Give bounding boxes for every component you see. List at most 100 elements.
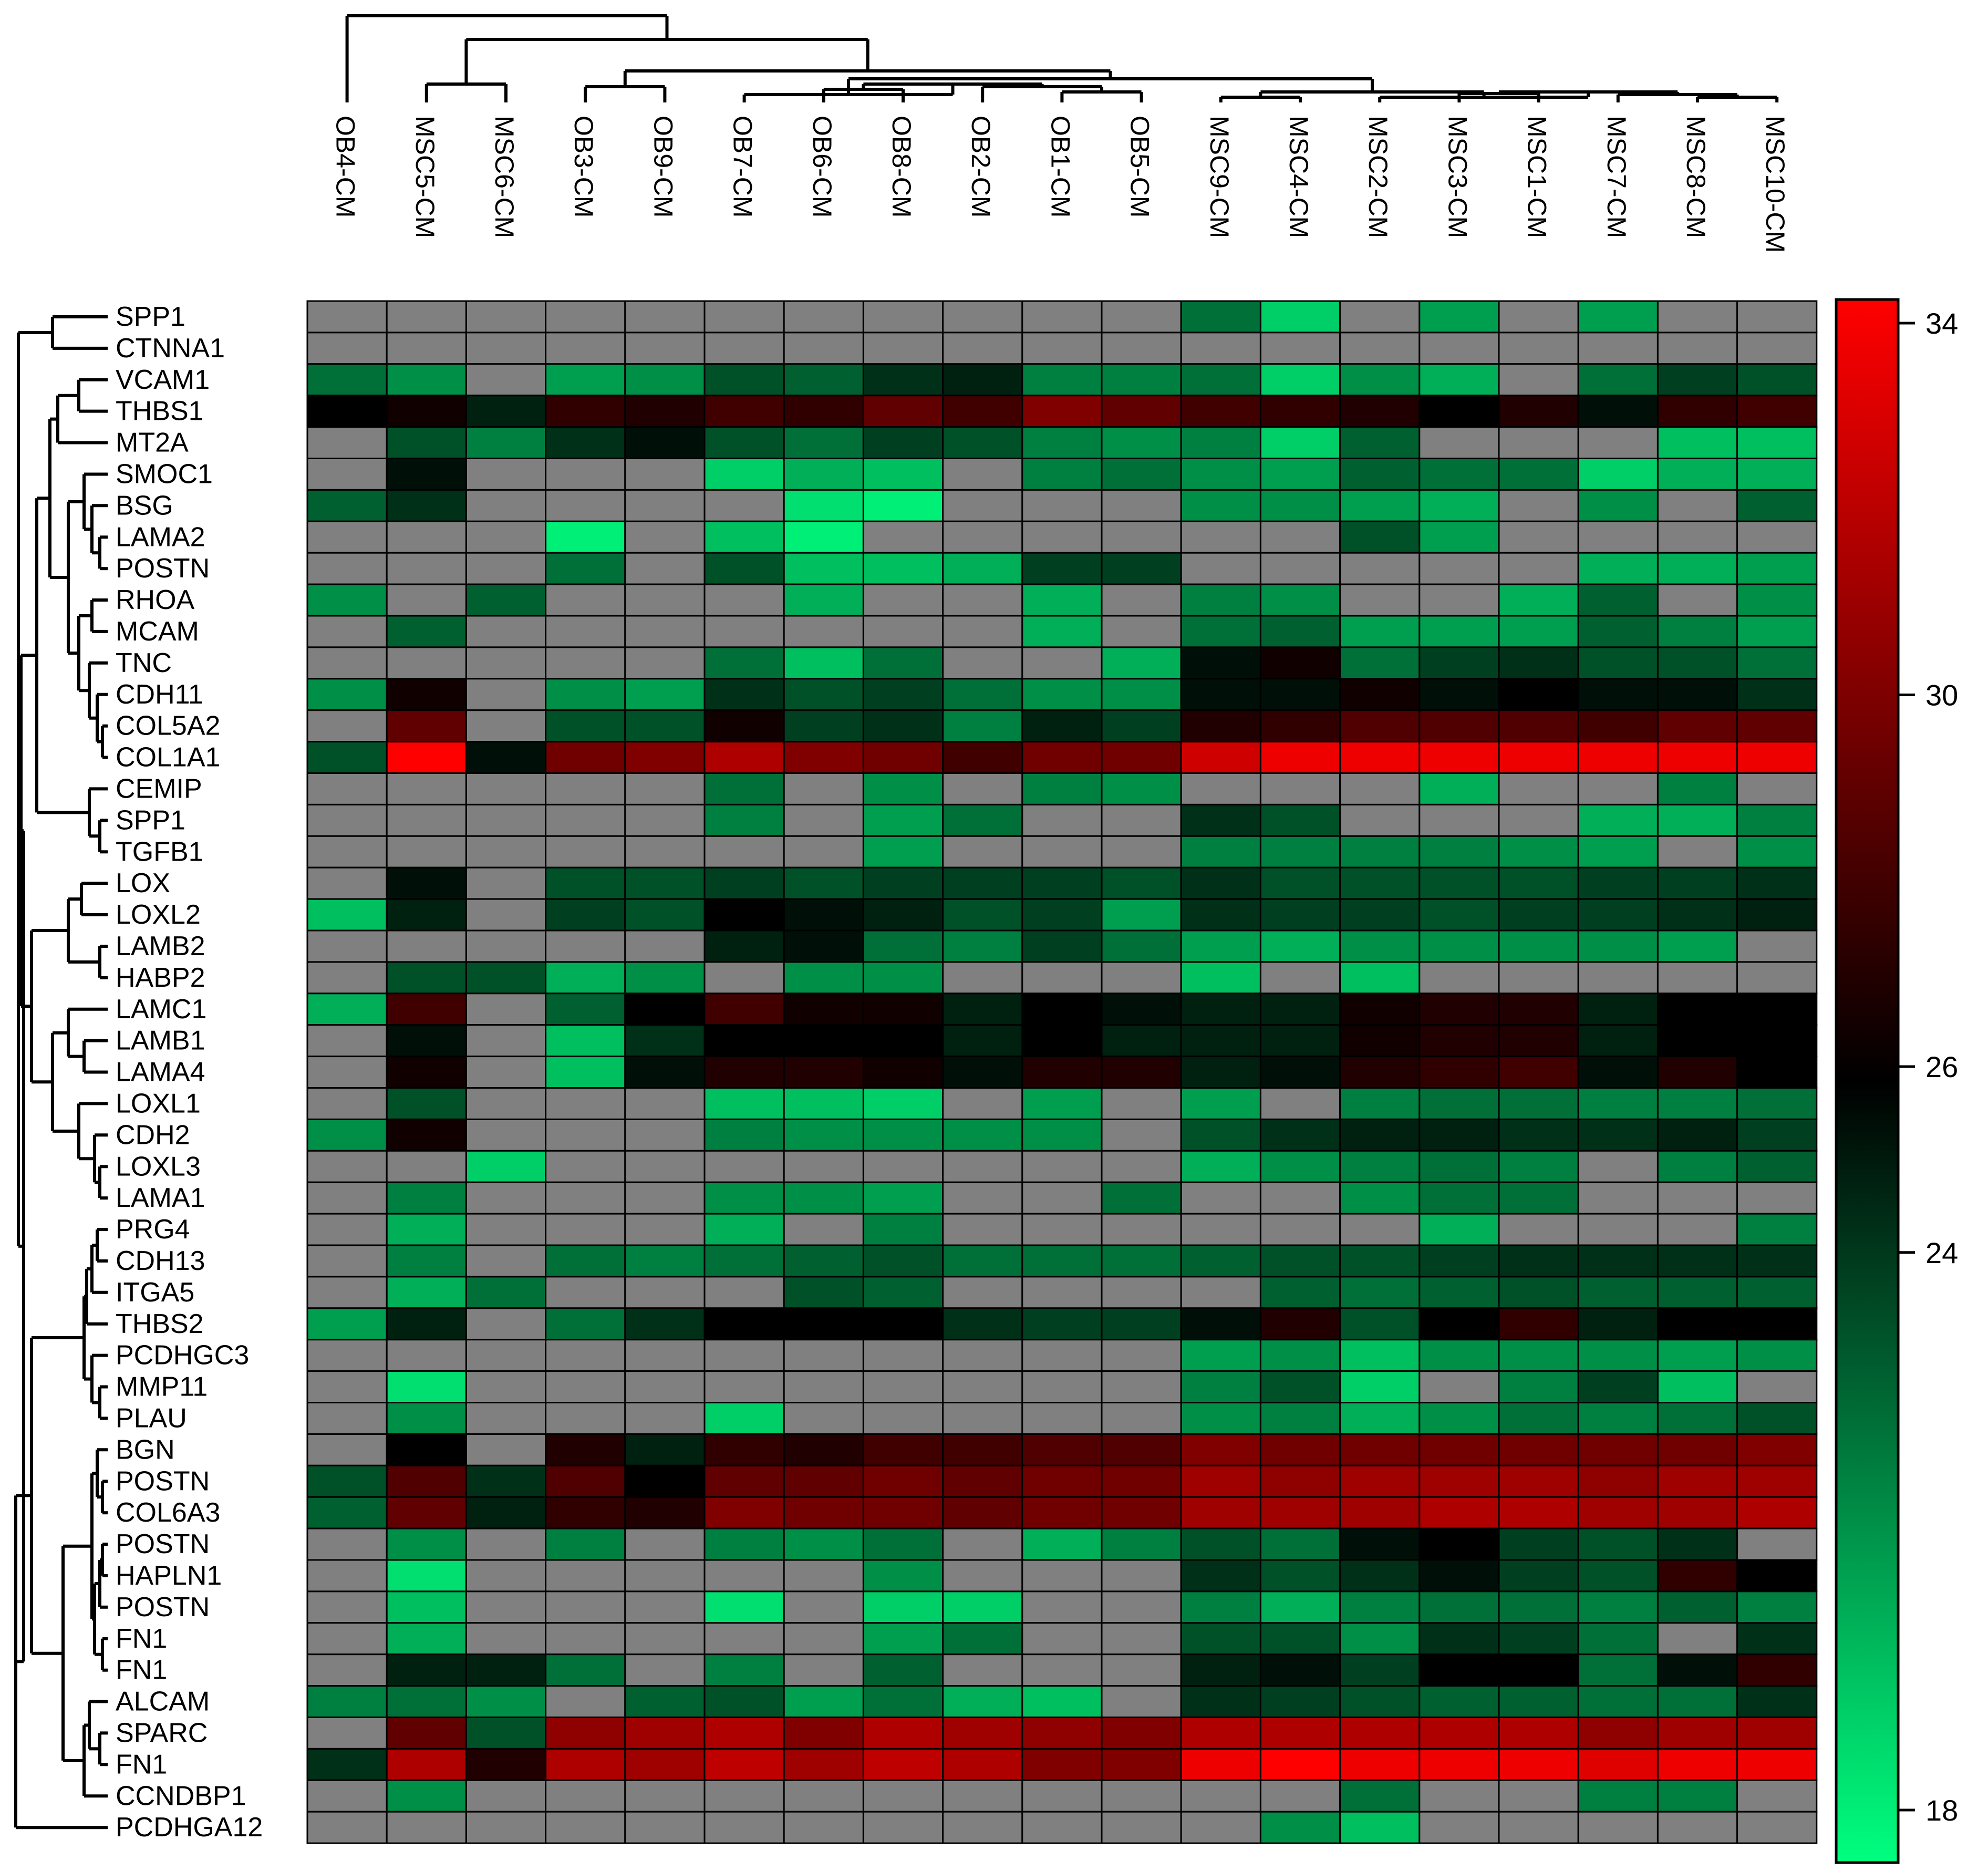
row-label: SMOC1 bbox=[116, 459, 213, 490]
heatmap-cell bbox=[1656, 552, 1738, 585]
heatmap-cell bbox=[1498, 1590, 1579, 1624]
heatmap-cell bbox=[783, 1056, 864, 1089]
heatmap-cell bbox=[1101, 1370, 1182, 1404]
heatmap-cell bbox=[703, 1339, 785, 1372]
heatmap-cell bbox=[783, 363, 864, 397]
heatmap-cell bbox=[386, 1464, 467, 1498]
heatmap-cell bbox=[465, 993, 547, 1026]
heatmap-cell bbox=[1021, 835, 1103, 869]
heatmap-cell bbox=[386, 583, 467, 617]
heatmap-cell bbox=[1021, 1748, 1103, 1781]
heatmap-cell bbox=[624, 866, 706, 900]
heatmap-cell bbox=[703, 1685, 785, 1719]
row-label: TGFB1 bbox=[116, 836, 204, 867]
heatmap-cell bbox=[783, 489, 864, 522]
heatmap-cell bbox=[862, 395, 944, 428]
heatmap-cell bbox=[1339, 803, 1421, 837]
heatmap-cell bbox=[942, 1496, 1023, 1529]
heatmap-cell bbox=[703, 741, 785, 774]
heatmap-cell bbox=[942, 993, 1023, 1026]
heatmap-cell bbox=[306, 1779, 388, 1813]
row-label: LAMA2 bbox=[116, 522, 205, 552]
heatmap-cell bbox=[1418, 615, 1500, 648]
heatmap-cell bbox=[783, 1433, 864, 1466]
heatmap-cell bbox=[1577, 583, 1659, 617]
heatmap-cell bbox=[386, 1779, 467, 1813]
heatmap-cell bbox=[1656, 1811, 1738, 1844]
heatmap-cell bbox=[703, 1717, 785, 1750]
heatmap-cell bbox=[862, 1685, 944, 1719]
heatmap-cell bbox=[1577, 395, 1659, 428]
row-label: CTNNA1 bbox=[116, 333, 225, 364]
heatmap-cell bbox=[1418, 552, 1500, 585]
heatmap-cell bbox=[1021, 1622, 1103, 1656]
heatmap-cell bbox=[1259, 1685, 1341, 1719]
heatmap-cell bbox=[1418, 1685, 1500, 1719]
heatmap-cell bbox=[783, 929, 864, 963]
heatmap-cell bbox=[703, 300, 785, 334]
heatmap-cell bbox=[1259, 1811, 1341, 1844]
heatmap-cell bbox=[306, 1717, 388, 1750]
heatmap-cell bbox=[1736, 1024, 1818, 1058]
heatmap-cell bbox=[1259, 835, 1341, 869]
heatmap-cell bbox=[1418, 772, 1500, 805]
heatmap-cell bbox=[465, 300, 547, 334]
heatmap-cell bbox=[1577, 1056, 1659, 1089]
heatmap-cell bbox=[465, 1307, 547, 1341]
heatmap-cell bbox=[465, 898, 547, 932]
heatmap-cell bbox=[1736, 961, 1818, 995]
heatmap-cell bbox=[1259, 1370, 1341, 1404]
heatmap-cell bbox=[1736, 1433, 1818, 1466]
heatmap-cell bbox=[1180, 993, 1261, 1026]
heatmap-cell bbox=[1736, 1276, 1818, 1309]
heatmap-cell bbox=[624, 395, 706, 428]
heatmap-cell bbox=[1736, 520, 1818, 554]
heatmap-cell bbox=[1339, 1779, 1421, 1813]
heatmap-cell bbox=[1498, 300, 1579, 334]
heatmap-cell bbox=[1101, 1685, 1182, 1719]
heatmap-cell bbox=[1021, 803, 1103, 837]
heatmap-cell bbox=[1498, 929, 1579, 963]
heatmap-cell bbox=[1577, 646, 1659, 680]
heatmap-cell bbox=[1736, 300, 1818, 334]
heatmap-cell bbox=[1339, 1276, 1421, 1309]
heatmap-cell bbox=[1577, 1402, 1659, 1435]
heatmap-cell bbox=[1577, 1559, 1659, 1593]
heatmap-cell bbox=[1656, 741, 1738, 774]
heatmap-cell bbox=[306, 1307, 388, 1341]
heatmap-cell bbox=[1498, 583, 1579, 617]
heatmap-cell bbox=[783, 426, 864, 459]
heatmap-cell bbox=[306, 583, 388, 617]
heatmap-cell bbox=[862, 1527, 944, 1561]
heatmap-cell bbox=[1180, 1653, 1261, 1687]
heatmap-cell bbox=[1498, 803, 1579, 837]
heatmap-cell bbox=[1498, 520, 1579, 554]
heatmap-cell bbox=[1656, 426, 1738, 459]
heatmap-cell bbox=[1259, 1213, 1341, 1246]
heatmap-cell bbox=[465, 1181, 547, 1215]
row-label: FN1 bbox=[116, 1655, 167, 1686]
row-label: SPP1 bbox=[116, 805, 185, 835]
heatmap-cell bbox=[1339, 489, 1421, 522]
heatmap-cell bbox=[1101, 615, 1182, 648]
row-label: COL5A2 bbox=[116, 711, 220, 741]
heatmap-cell bbox=[1021, 583, 1103, 617]
heatmap-cell bbox=[1736, 615, 1818, 648]
heatmap-cell bbox=[1101, 1213, 1182, 1246]
heatmap-cell bbox=[1101, 741, 1182, 774]
heatmap-cell bbox=[624, 1118, 706, 1152]
heatmap-cell bbox=[624, 1653, 706, 1687]
heatmap-cell bbox=[862, 1779, 944, 1813]
heatmap-cell bbox=[1021, 395, 1103, 428]
heatmap-cell bbox=[1339, 1496, 1421, 1529]
heatmap-cell bbox=[624, 1370, 706, 1404]
heatmap-cell bbox=[386, 678, 467, 711]
heatmap-cell bbox=[1021, 929, 1103, 963]
heatmap-cell bbox=[1339, 363, 1421, 397]
heatmap-cell bbox=[703, 1118, 785, 1152]
heatmap-cell bbox=[1259, 520, 1341, 554]
heatmap-cell bbox=[624, 1559, 706, 1593]
heatmap-cell bbox=[1736, 1402, 1818, 1435]
heatmap-cell bbox=[1418, 1087, 1500, 1120]
